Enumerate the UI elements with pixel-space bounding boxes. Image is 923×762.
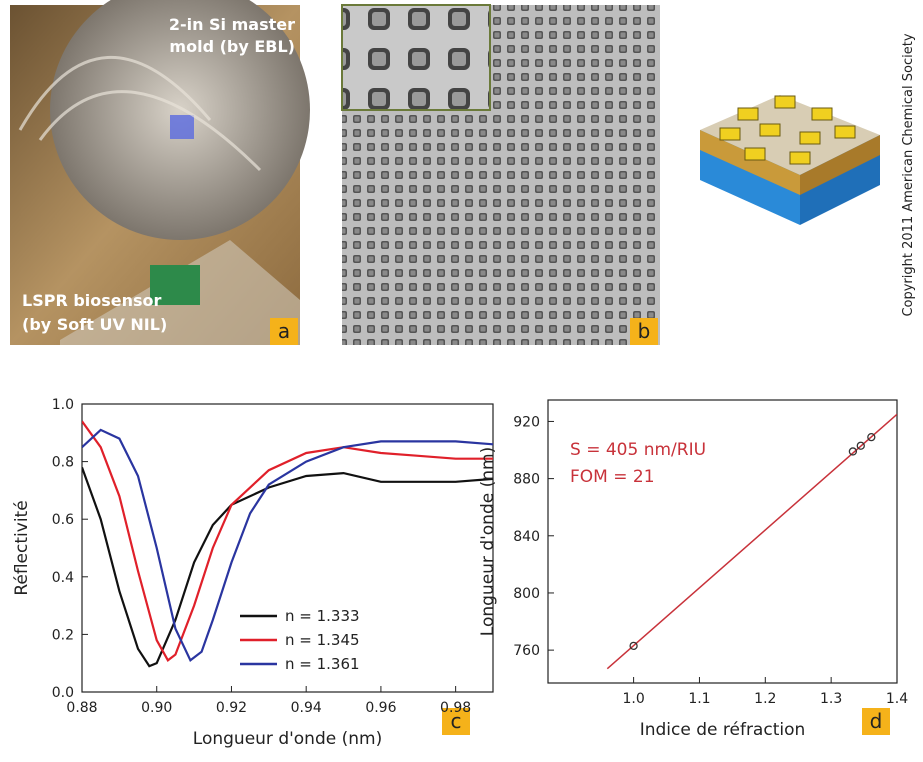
series-line [82, 420, 493, 662]
y-tick-label: 0.2 [52, 627, 74, 643]
panel-label: a [278, 319, 290, 343]
photo-caption: 2-in Si master [169, 15, 295, 34]
y-tick-label: 760 [513, 643, 540, 659]
x-tick-label: 1.3 [820, 691, 842, 707]
y-tick-label: 0.4 [52, 570, 74, 586]
x-tick-label: 0.96 [365, 700, 396, 716]
series-line [82, 467, 493, 668]
y-tick-label: 1.0 [52, 397, 74, 413]
data-point [629, 641, 638, 650]
panel-label-box [442, 708, 470, 735]
y-tick-label: 0.0 [52, 685, 74, 701]
plot-area [82, 420, 493, 668]
y-axis-label: Longueur d'onde (nm) [478, 447, 498, 636]
structure-drawing [700, 95, 880, 225]
series-line [606, 413, 897, 670]
x-tick-label: 1.1 [688, 691, 710, 707]
data-point [848, 447, 858, 456]
y-tick-label: 880 [513, 472, 540, 488]
photo-caption: LSPR biosensor [22, 291, 162, 310]
x-tick-label: 0.94 [291, 700, 322, 716]
x-tick-label: 0.92 [216, 700, 247, 716]
legend-label: n = 1.345 [285, 631, 360, 649]
legend-label: n = 1.361 [285, 655, 360, 673]
panel-label: b [638, 319, 651, 343]
plot-frame [81, 403, 494, 693]
sem-panel [341, 4, 660, 345]
plot-frame [547, 399, 898, 684]
photo-panel: 2-in Si master mold (by EBL) LSPR biosen… [10, 0, 310, 345]
x-tick-label: 1.2 [754, 691, 776, 707]
photo-caption: mold (by EBL) [169, 37, 295, 56]
panel-label-box [630, 318, 658, 345]
photo-caption: (by Soft UV NIL) [22, 315, 167, 334]
y-tick-label: 840 [513, 529, 540, 545]
y-tick-label: 920 [513, 414, 540, 430]
data-point [856, 441, 865, 450]
copyright: Copyright 2011 American Chemical Society [901, 33, 916, 316]
x-tick-label: 1.4 [886, 691, 908, 707]
x-tick-label: 0.90 [141, 700, 172, 716]
legend-label: n = 1.333 [285, 607, 360, 625]
panel-label: c [451, 709, 462, 733]
y-axis-label: Réflectivité [12, 500, 32, 595]
series-line [82, 428, 493, 663]
plot-area [606, 413, 897, 670]
y-tick-label: 800 [513, 586, 540, 602]
panel-label-box [270, 318, 298, 345]
panel-label: d [870, 709, 883, 733]
x-tick-label: 0.98 [440, 700, 471, 716]
x-tick-label: 0.88 [66, 700, 97, 716]
x-axis-label: Indice de réfraction [640, 720, 806, 740]
y-tick-label: 0.8 [52, 455, 74, 471]
panel-label-box [862, 708, 890, 735]
y-tick-label: 0.6 [52, 512, 74, 528]
annotation: FOM = 21 [570, 467, 655, 487]
data-point [867, 433, 876, 442]
annotation: S = 405 nm/RIU [570, 440, 706, 460]
x-axis-label: Longueur d'onde (nm) [193, 729, 382, 749]
x-tick-label: 1.0 [622, 691, 644, 707]
